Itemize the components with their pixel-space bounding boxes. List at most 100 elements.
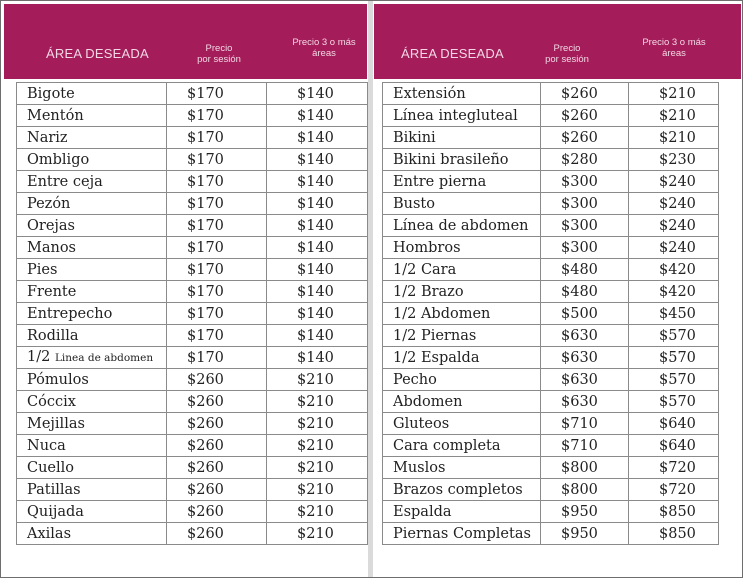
table-row: Extensión $260 $210 bbox=[382, 82, 719, 105]
price-session-cell: $170 bbox=[166, 104, 267, 127]
table-row: Línea integluteal $260 $210 bbox=[382, 104, 719, 127]
area-cell: Pómulos bbox=[16, 368, 167, 391]
table-row: Pómulos $260 $210 bbox=[16, 368, 368, 391]
area-cell: Bikini brasileño bbox=[382, 148, 541, 171]
price-session-cell: $170 bbox=[166, 214, 267, 237]
price-3-more-cell: $640 bbox=[628, 434, 719, 457]
area-name: Bikini brasileño bbox=[393, 151, 509, 168]
price-session-cell: $170 bbox=[166, 148, 267, 171]
price-3-more-cell: $210 bbox=[628, 126, 719, 149]
area-cell: Orejas bbox=[16, 214, 167, 237]
table-row: Línea de abdomen $300 $240 bbox=[382, 214, 719, 237]
table-row: Espalda $950 $850 bbox=[382, 500, 719, 523]
price-session-cell: $170 bbox=[166, 302, 267, 325]
area-cell: Línea integluteal bbox=[382, 104, 541, 127]
price-session-cell: $300 bbox=[540, 192, 629, 215]
table-row: Nariz $170 $140 bbox=[16, 126, 368, 149]
area-cell: Ombligo bbox=[16, 148, 167, 171]
area-name: Extensión bbox=[393, 85, 466, 102]
table-row: Bigote $170 $140 bbox=[16, 82, 368, 105]
price-3-more-cell: $210 bbox=[628, 82, 719, 105]
price-3-more-cell: $140 bbox=[266, 82, 368, 105]
price-session-cell: $630 bbox=[540, 390, 629, 413]
header-price-session: Precio por sesión bbox=[197, 43, 241, 65]
price-3-more-cell: $210 bbox=[266, 500, 368, 523]
table-row: Entre ceja $170 $140 bbox=[16, 170, 368, 193]
area-cell: Entrepecho bbox=[16, 302, 167, 325]
price-session-cell: $800 bbox=[540, 456, 629, 479]
left-price-table: Bigote $170 $140 Mentón $170 $140 Nariz $170 $14… bbox=[16, 82, 368, 545]
table-row: Orejas $170 $140 bbox=[16, 214, 368, 237]
table-row: Cuello $260 $210 bbox=[16, 456, 368, 479]
price-session-cell: $480 bbox=[540, 280, 629, 303]
area-name: Busto bbox=[393, 195, 435, 212]
area-name: Gluteos bbox=[393, 415, 450, 432]
area-cell: 1/2 Linea de abdomen bbox=[16, 346, 167, 369]
area-cell: Línea de abdomen bbox=[382, 214, 541, 237]
area-name: Brazos completos bbox=[393, 481, 523, 498]
area-name: Rodilla bbox=[27, 327, 79, 344]
area-cell: Gluteos bbox=[382, 412, 541, 435]
table-row: 1/2 Piernas $630 $570 bbox=[382, 324, 719, 347]
area-name: Hombros bbox=[393, 239, 461, 256]
price-session-cell: $710 bbox=[540, 434, 629, 457]
area-cell: Nuca bbox=[16, 434, 167, 457]
area-cell: Cara completa bbox=[382, 434, 541, 457]
area-name: Espalda bbox=[393, 503, 452, 520]
area-cell: 1/2 Piernas bbox=[382, 324, 541, 347]
header-area-label: ÁREA DESEADA bbox=[401, 46, 504, 61]
table-row: Manos $170 $140 bbox=[16, 236, 368, 259]
area-name: Pezón bbox=[27, 195, 71, 212]
price-3-more-cell: $140 bbox=[266, 302, 368, 325]
price-3-more-cell: $240 bbox=[628, 192, 719, 215]
table-row: Rodilla $170 $140 bbox=[16, 324, 368, 347]
area-cell: 1/2 Abdomen bbox=[382, 302, 541, 325]
price-session-cell: $170 bbox=[166, 324, 267, 347]
area-cell: Mentón bbox=[16, 104, 167, 127]
price-session-cell: $300 bbox=[540, 170, 629, 193]
price-session-cell: $630 bbox=[540, 368, 629, 391]
area-name: Entre pierna bbox=[393, 173, 487, 190]
table-row: Abdomen $630 $570 bbox=[382, 390, 719, 413]
right-price-panel: ÁREA DESEADA Precio por sesión Precio 3 … bbox=[374, 4, 741, 554]
table-row: Entre pierna $300 $240 bbox=[382, 170, 719, 193]
price-3-more-cell: $140 bbox=[266, 258, 368, 281]
price-3-more-cell: $240 bbox=[628, 170, 719, 193]
area-name: Línea integluteal bbox=[393, 107, 518, 124]
area-name: Muslos bbox=[393, 459, 446, 476]
price-3-more-cell: $140 bbox=[266, 324, 368, 347]
header-price-3-more: Precio 3 o más áreas bbox=[642, 37, 706, 59]
area-cell: 1/2 Espalda bbox=[382, 346, 541, 369]
price-session-cell: $170 bbox=[166, 346, 267, 369]
table-row: Quijada $260 $210 bbox=[16, 500, 368, 523]
area-name: Línea de abdomen bbox=[393, 217, 529, 234]
price-session-cell: $170 bbox=[166, 170, 267, 193]
price-session-cell: $170 bbox=[166, 258, 267, 281]
area-cell: Bikini bbox=[382, 126, 541, 149]
price-3-more-cell: $720 bbox=[628, 456, 719, 479]
price-3-more-cell: $140 bbox=[266, 104, 368, 127]
area-name: 1/2 Cara bbox=[393, 261, 457, 278]
left-price-panel: ÁREA DESEADA Precio por sesión Precio 3 … bbox=[4, 4, 368, 554]
table-row: Cóccix $260 $210 bbox=[16, 390, 368, 413]
price-session-cell: $260 bbox=[166, 456, 267, 479]
area-name: Quijada bbox=[27, 503, 84, 520]
area-cell: Patillas bbox=[16, 478, 167, 501]
price-session-cell: $260 bbox=[540, 82, 629, 105]
area-name-small: Linea de abdomen bbox=[54, 352, 154, 364]
price-session-cell: $170 bbox=[166, 192, 267, 215]
price-session-cell: $260 bbox=[166, 522, 267, 545]
area-cell: Cuello bbox=[16, 456, 167, 479]
area-cell: Pezón bbox=[16, 192, 167, 215]
price-session-cell: $630 bbox=[540, 324, 629, 347]
price-3-more-cell: $210 bbox=[266, 478, 368, 501]
price-session-cell: $500 bbox=[540, 302, 629, 325]
price-3-more-cell: $570 bbox=[628, 390, 719, 413]
area-name: 1/2 bbox=[27, 349, 51, 365]
table-row: 1/2 Espalda $630 $570 bbox=[382, 346, 719, 369]
right-table-header: ÁREA DESEADA Precio por sesión Precio 3 … bbox=[374, 4, 741, 79]
price-3-more-cell: $140 bbox=[266, 170, 368, 193]
table-row: 1/2 Linea de abdomen $170 $140 bbox=[16, 346, 368, 369]
table-row: Muslos $800 $720 bbox=[382, 456, 719, 479]
area-name: Piernas Completas bbox=[393, 525, 531, 542]
